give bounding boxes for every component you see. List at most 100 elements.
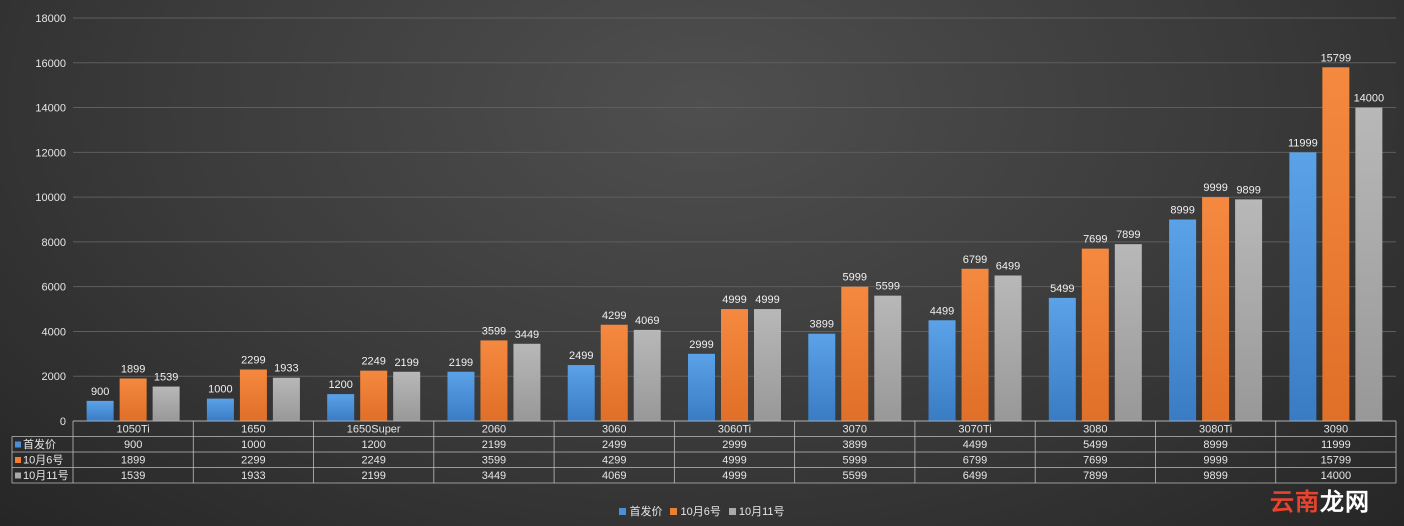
bar (808, 333, 836, 421)
watermark-rest: 龙网 (1320, 488, 1370, 516)
x-tick-label: 3060 (602, 424, 626, 436)
bar (206, 398, 234, 421)
bar (119, 378, 147, 421)
data-label: 1200 (328, 379, 352, 391)
table-cell: 2499 (602, 439, 626, 451)
bar (754, 309, 781, 421)
table-cell: 4999 (722, 470, 746, 482)
table-cell: 900 (124, 439, 142, 451)
table-cell: 11999 (1321, 439, 1351, 451)
x-tick-label: 3090 (1324, 424, 1348, 436)
table-cell: 4499 (963, 439, 987, 451)
data-label: 7899 (1116, 229, 1140, 241)
data-label: 14000 (1354, 93, 1385, 105)
data-label: 900 (91, 386, 109, 398)
bar (393, 371, 421, 421)
table-cell: 1933 (241, 470, 265, 482)
table-cell: 3899 (843, 439, 867, 451)
legend-swatch (670, 507, 678, 515)
data-label: 5599 (876, 281, 900, 293)
y-axis: 0 2000 4000 6000 8000 10000 12000 14000 16000 180… (35, 13, 66, 428)
table-cell: 1200 (361, 439, 385, 451)
watermark-logo: 云南龙网 (1270, 482, 1370, 517)
data-label: 1899 (121, 363, 145, 375)
data-label: 1000 (208, 384, 232, 396)
data-table: 1050Ti 1650 1650Super 2060 3060 3060Ti 3070 307… (11, 420, 1397, 484)
data-label: 6799 (963, 254, 987, 266)
data-label: 3449 (515, 329, 539, 341)
table-cell: 1000 (241, 439, 265, 451)
legend-swatch (619, 507, 627, 515)
x-tick-label: 1650Super (347, 424, 401, 436)
data-label: 3899 (810, 319, 834, 331)
table-series-swatch (15, 457, 21, 463)
data-label: 3599 (482, 325, 506, 337)
bar (1322, 67, 1350, 421)
y-tick-label: 18000 (35, 13, 66, 25)
table-cell: 4299 (602, 455, 626, 467)
data-label: 2249 (361, 356, 385, 368)
legend-item: 10月11号 (728, 503, 785, 519)
data-label: 7699 (1083, 234, 1107, 246)
bar (480, 340, 508, 421)
y-tick-label: 6000 (42, 282, 66, 294)
legend: 首发价 10月6号 10月11号 (0, 503, 1404, 519)
bar (272, 377, 300, 421)
data-label: 4999 (755, 294, 779, 306)
gridlines (73, 17, 1396, 422)
bar (1355, 107, 1383, 422)
x-tick-label: 3070Ti (958, 424, 991, 436)
table-series-swatch (15, 472, 21, 479)
table-cell: 14000 (1321, 470, 1352, 482)
y-tick-label: 8000 (42, 237, 66, 249)
legend-label: 10月11号 (738, 506, 785, 518)
bar (1235, 199, 1263, 421)
table-cell: 1539 (121, 470, 145, 482)
table-cell: 7899 (1083, 470, 1107, 482)
x-tick-label: 3080Ti (1199, 424, 1232, 436)
legend-label: 10月6号 (680, 506, 721, 518)
data-label: 5999 (843, 272, 867, 284)
bar (567, 365, 595, 421)
bar (633, 329, 661, 421)
data-label: 4299 (602, 310, 626, 322)
table-cell: 6499 (963, 470, 987, 482)
data-label: 5499 (1050, 283, 1074, 295)
data-label: 2199 (394, 357, 418, 369)
table-cell: 3599 (482, 455, 506, 467)
bar (513, 343, 541, 421)
y-tick-label: 4000 (42, 326, 66, 338)
data-label: 2199 (449, 357, 473, 369)
x-tick-label: 3070 (843, 424, 867, 436)
bar (961, 268, 989, 421)
x-tick-label: 1650 (241, 424, 265, 436)
bar (239, 369, 267, 421)
table-cell: 9899 (1203, 470, 1227, 482)
table-series-name: 10月6号 (23, 454, 63, 467)
bar (1202, 197, 1230, 421)
data-label: 4069 (635, 315, 659, 327)
bar (994, 275, 1022, 421)
legend-swatch (728, 507, 736, 515)
y-tick-label: 10000 (35, 192, 66, 204)
bar (1048, 297, 1076, 421)
table-cell: 1899 (121, 455, 145, 467)
bar (327, 394, 355, 421)
bar (874, 295, 902, 421)
table-cell: 5999 (843, 455, 867, 467)
data-label: 11999 (1288, 137, 1318, 149)
bars (86, 67, 1383, 422)
bar (841, 286, 869, 421)
table-cell: 7699 (1083, 455, 1107, 467)
table-cell: 2249 (361, 455, 385, 467)
data-label: 2499 (569, 350, 593, 362)
data-label: 1933 (274, 363, 298, 375)
bar (152, 386, 180, 421)
bar (1081, 248, 1109, 421)
x-tick-label: 2060 (482, 424, 506, 436)
data-label: 1539 (154, 372, 178, 384)
table-cell: 2999 (722, 439, 746, 451)
x-tick-label: 3080 (1083, 424, 1107, 436)
bar (1289, 152, 1317, 422)
bar (688, 353, 715, 421)
